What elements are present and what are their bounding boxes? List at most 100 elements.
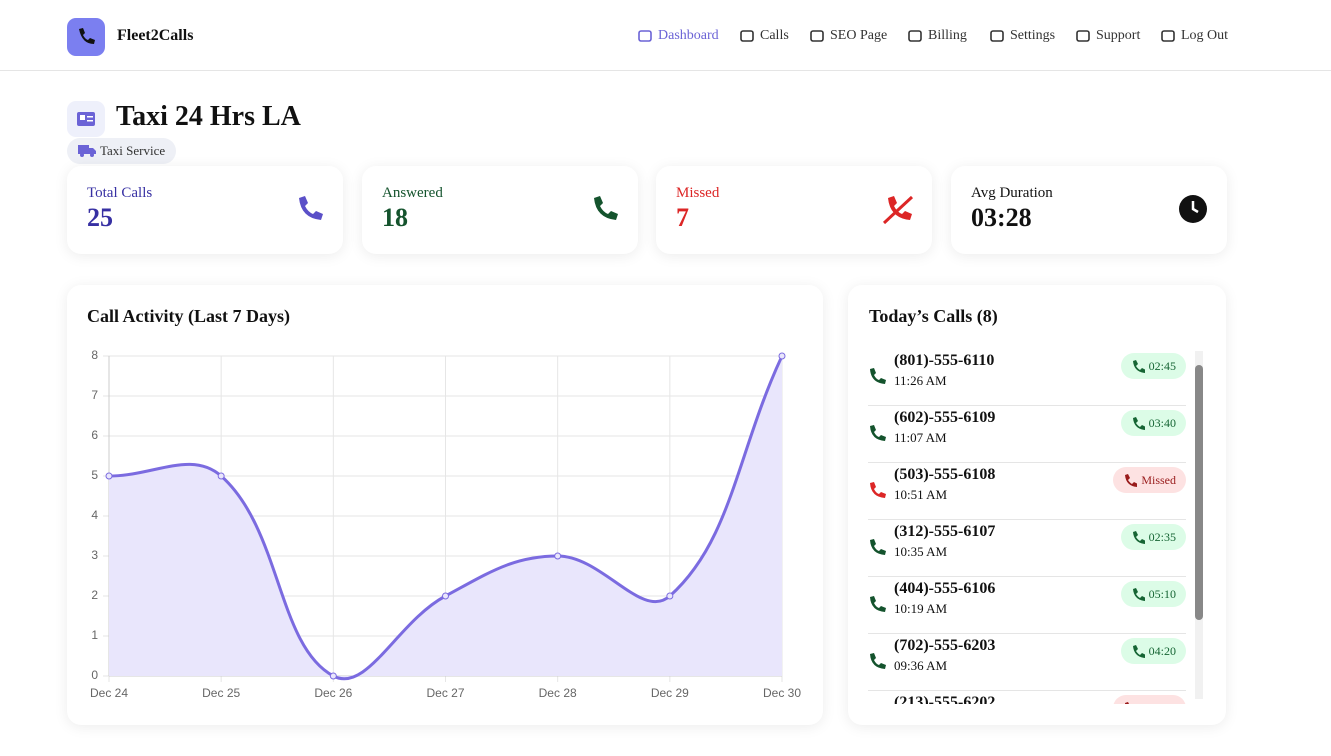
stat-icon xyxy=(293,193,325,230)
stat-card: Total Calls25 xyxy=(67,166,343,254)
nav-item[interactable]: Settings xyxy=(990,28,1055,44)
call-row[interactable]: (213)-555-6202 Missed xyxy=(868,690,1186,704)
x-tick-label: Dec 24 xyxy=(90,686,128,700)
nav-label: Calls xyxy=(760,28,789,44)
nav-item[interactable]: SEO Page xyxy=(810,28,887,44)
call-time: 11:26 AM xyxy=(894,373,947,389)
call-status: 04:20 xyxy=(1149,644,1176,659)
call-pill: Missed xyxy=(1113,467,1186,493)
call-icon xyxy=(868,652,886,675)
call-icon xyxy=(868,424,886,447)
call-pill: 04:20 xyxy=(1121,638,1186,664)
calls-title: Today’s Calls (8) xyxy=(869,306,998,327)
call-time: 09:36 AM xyxy=(894,658,947,674)
nav-label: Billing xyxy=(928,28,967,44)
nav-item[interactable]: Support xyxy=(1076,28,1140,44)
point xyxy=(106,473,112,479)
stat-card: Avg Duration03:28 xyxy=(951,166,1227,254)
y-tick-label: 5 xyxy=(91,468,98,482)
point xyxy=(555,553,561,559)
point xyxy=(443,593,449,599)
call-row[interactable]: (503)-555-6108 10:51 AM Missed xyxy=(868,462,1186,520)
point xyxy=(218,473,224,479)
chart: 012345678Dec 24Dec 25Dec 26Dec 27Dec 28D… xyxy=(67,285,823,725)
nav-item[interactable]: Billing xyxy=(908,28,967,44)
nav-label: Log Out xyxy=(1181,28,1228,44)
call-number: (702)-555-6203 xyxy=(894,637,995,655)
x-tick-label: Dec 26 xyxy=(314,686,352,700)
call-pill: 02:35 xyxy=(1121,524,1186,550)
nav-item[interactable]: Calls xyxy=(740,28,789,44)
point xyxy=(330,673,336,679)
stat-value: 18 xyxy=(382,203,408,233)
stat-icon xyxy=(588,193,620,230)
badge: Taxi Service xyxy=(67,138,176,164)
stat-icon xyxy=(1177,193,1209,230)
call-status: 05:10 xyxy=(1149,587,1176,602)
stat-label: Answered xyxy=(382,185,443,202)
stat-value: 25 xyxy=(87,203,113,233)
call-row[interactable]: (602)-555-6109 11:07 AM 03:40 xyxy=(868,405,1186,463)
call-number: (312)-555-6107 xyxy=(894,523,995,541)
x-tick-label: Dec 29 xyxy=(651,686,689,700)
call-pill: 03:40 xyxy=(1121,410,1186,436)
call-icon xyxy=(868,481,886,504)
call-status: 02:45 xyxy=(1149,359,1176,374)
nav-label: Dashboard xyxy=(658,28,719,44)
stat-label: Missed xyxy=(676,185,719,202)
call-status: 02:35 xyxy=(1149,530,1176,545)
call-number: (801)-555-6110 xyxy=(894,352,994,370)
title-icon xyxy=(67,101,105,137)
nav-label: Support xyxy=(1096,28,1140,44)
stat-value: 7 xyxy=(676,203,689,233)
call-number: (213)-555-6202 xyxy=(894,694,995,704)
stat-label: Total Calls xyxy=(87,185,152,202)
call-pill: 05:10 xyxy=(1121,581,1186,607)
stat-icon xyxy=(882,193,914,230)
call-status: Missed xyxy=(1141,473,1176,488)
scrollbar[interactable] xyxy=(1195,351,1203,699)
nav-label: Settings xyxy=(1010,28,1055,44)
y-tick-label: 7 xyxy=(91,388,98,402)
call-row[interactable]: (404)-555-6106 10:19 AM 05:10 xyxy=(868,576,1186,634)
y-tick-label: 4 xyxy=(91,508,98,522)
logo[interactable] xyxy=(67,18,105,56)
x-tick-label: Dec 27 xyxy=(426,686,464,700)
nav-item[interactable]: Dashboard xyxy=(638,28,719,44)
call-icon xyxy=(868,367,886,390)
call-row[interactable]: (312)-555-610710:35 AM02:35 xyxy=(868,519,1186,577)
chart-card: Call Activity (Last 7 Days) 012345678Dec… xyxy=(67,285,823,725)
y-tick-label: 6 xyxy=(91,428,98,442)
call-number: (503)-555-6108 xyxy=(894,466,995,484)
call-icon xyxy=(868,538,886,561)
call-time: 10:19 AM xyxy=(894,601,947,617)
x-tick-label: Dec 28 xyxy=(539,686,577,700)
call-time: 10:51 AM xyxy=(894,487,947,503)
call-number: (602)-555-6109 xyxy=(894,409,995,427)
nav-item[interactable]: Log Out xyxy=(1161,28,1228,44)
calls-list[interactable]: (801)-555-6110 11:26 AM 02:45 (602)-555-610… xyxy=(868,348,1186,704)
call-number: (404)-555-6106 xyxy=(894,580,995,598)
call-status: Missed xyxy=(1141,701,1176,705)
call-time: 11:07 AM xyxy=(894,430,947,446)
stat-card: Answered18 xyxy=(362,166,638,254)
call-row[interactable]: (801)-555-6110 11:26 AM 02:45 xyxy=(868,348,1186,406)
x-tick-label: Dec 25 xyxy=(202,686,240,700)
point xyxy=(667,593,673,599)
y-tick-label: 0 xyxy=(91,668,98,682)
point xyxy=(779,353,785,359)
call-icon xyxy=(868,595,886,618)
call-pill: Missed xyxy=(1113,695,1186,704)
stat-card: Missed7 xyxy=(656,166,932,254)
calls-card: Today’s Calls (8) (801)-555-6110 11:26 AM… xyxy=(848,285,1226,725)
brand[interactable]: Fleet2Calls xyxy=(117,27,193,45)
call-row[interactable]: (702)-555-6203 09:36 AM 04:20 xyxy=(868,633,1186,691)
nav-label: SEO Page xyxy=(830,28,887,44)
call-status: 03:40 xyxy=(1149,416,1176,431)
y-tick-label: 2 xyxy=(91,588,98,602)
y-tick-label: 3 xyxy=(91,548,98,562)
page-title: Taxi 24 Hrs LA xyxy=(116,101,301,133)
x-tick-label: Dec 30 xyxy=(763,686,801,700)
stat-value: 03:28 xyxy=(971,203,1032,233)
